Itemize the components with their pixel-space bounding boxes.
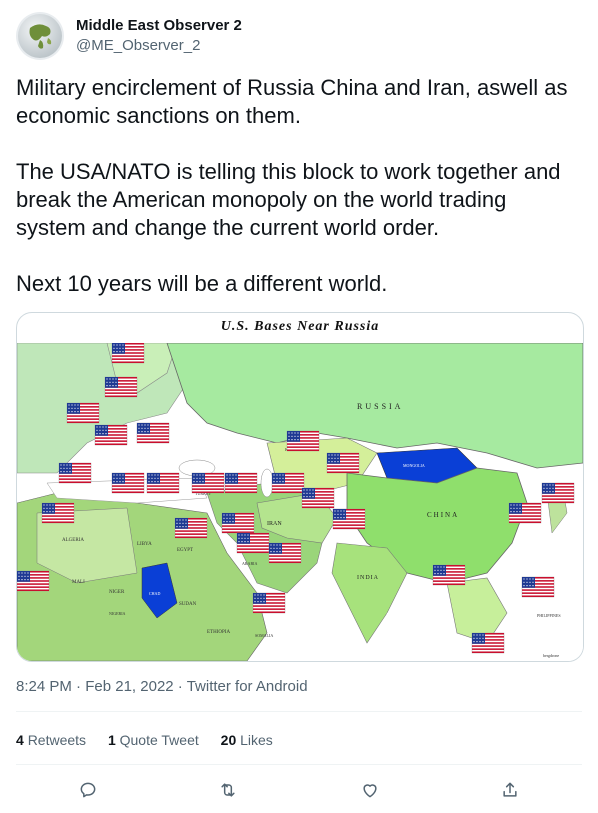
us-flag-icon — [301, 487, 335, 509]
us-flag-icon — [541, 482, 575, 504]
author-display-name[interactable]: Middle East Observer 2 — [76, 17, 242, 34]
tweet-media-map[interactable]: U.S. Bases Near Russia — [16, 312, 584, 662]
map-label-nigeria: NIGERIA — [109, 611, 126, 616]
map-label-india: INDIA — [357, 575, 379, 581]
us-flag-icon — [191, 472, 225, 494]
us-flag-icon — [111, 343, 145, 364]
us-flag-icon — [471, 632, 505, 654]
map-credit: bergdrone — [543, 653, 559, 658]
divider — [16, 764, 582, 765]
map-label-china: CHINA — [427, 511, 459, 519]
map-label-mali: MALI — [72, 580, 85, 585]
map-label-turkey: TURKEY — [195, 491, 211, 496]
reply-button[interactable] — [72, 774, 104, 806]
us-flag-icon — [432, 564, 466, 586]
map-label-libya: LIBYA — [137, 542, 152, 547]
likes-label: Likes — [240, 732, 273, 748]
tweet-date[interactable]: Feb 21, 2022 — [85, 678, 174, 695]
globe-avatar-icon[interactable] — [16, 12, 64, 60]
map-label-russia: RUSSIA — [357, 402, 403, 411]
tweet-header: Middle East Observer 2 @ME_Observer_2 — [16, 12, 582, 60]
map-image: RUSSIA CHINA IRAN INDIA ALGERIA LIBYA EG… — [17, 343, 583, 661]
us-flag-icon — [136, 422, 170, 444]
map-title: U.S. Bases Near Russia — [220, 319, 380, 334]
tweet-stats: 4 Retweets 1 Quote Tweet 20 Likes — [16, 730, 291, 750]
heart-icon — [363, 784, 377, 798]
us-flag-icon — [94, 424, 128, 446]
us-flag-icon — [17, 570, 50, 592]
us-flag-icon — [236, 532, 270, 554]
us-flag-icon — [521, 576, 555, 598]
us-flag-icon — [271, 472, 305, 494]
us-flag-icon — [508, 502, 542, 524]
us-flag-icon — [174, 517, 208, 539]
meta-separator: · — [71, 678, 86, 695]
us-flag-icon — [268, 542, 302, 564]
map-label-arabia: ARABIA — [242, 561, 257, 566]
us-flag-icon — [66, 402, 100, 424]
quote-label: Quote Tweet — [119, 732, 199, 748]
retweets-label: Retweets — [27, 732, 87, 748]
divider — [16, 711, 582, 712]
map-label-philippines: PHILIPPINES — [537, 613, 561, 618]
us-flag-icon — [58, 462, 92, 484]
us-flag-icon — [332, 508, 366, 530]
us-flag-icon — [104, 376, 138, 398]
map-label-niger: NIGER — [109, 590, 125, 595]
us-flag-icon — [252, 592, 286, 614]
reply-icon — [80, 782, 96, 798]
us-flag-icon — [111, 472, 145, 494]
likes-count: 20 — [220, 732, 237, 748]
quote-count: 1 — [107, 732, 116, 748]
us-flag-markers — [17, 343, 575, 654]
us-flag-icon — [286, 430, 320, 452]
map-label-algeria: ALGERIA — [62, 538, 84, 543]
tweet-actions — [0, 774, 598, 806]
map-label-somalia: SOMALIA — [255, 633, 273, 638]
share-icon — [503, 782, 517, 797]
us-flag-icon — [224, 472, 258, 494]
retweet-button[interactable] — [212, 774, 244, 806]
tweet-source[interactable]: Twitter for Android — [186, 678, 308, 695]
us-flag-icon — [41, 502, 75, 524]
us-flag-icon — [221, 512, 255, 534]
author-handle[interactable]: @ME_Observer_2 — [76, 37, 201, 54]
tweet-meta: 8:24 PM · Feb 21, 2022 · Twitter for And… — [16, 677, 308, 697]
tweet-text: Military encirclement of Russia China an… — [16, 75, 568, 296]
map-label-mongolia: MONGOLIA — [403, 463, 425, 468]
map-label-sudan: SUDAN — [179, 602, 197, 607]
us-flag-icon — [326, 452, 360, 474]
tweet-time[interactable]: 8:24 PM — [16, 678, 72, 695]
retweet-icon — [221, 783, 235, 797]
likes-stat[interactable]: 20 Likes — [221, 732, 273, 748]
map-label-iran: IRAN — [267, 521, 282, 527]
map-label-chad: CHAD — [149, 591, 160, 596]
map-label-ethiopia: ETHIOPIA — [207, 630, 230, 635]
quote-tweets-stat[interactable]: 1 Quote Tweet — [108, 732, 199, 748]
like-button[interactable] — [354, 774, 386, 806]
meta-separator: · — [173, 678, 187, 695]
retweets-stat[interactable]: 4 Retweets — [16, 732, 86, 748]
share-button[interactable] — [494, 774, 526, 806]
retweets-count: 4 — [16, 732, 24, 748]
us-flag-icon — [146, 472, 180, 494]
map-label-egypt: EGYPT — [177, 548, 193, 553]
